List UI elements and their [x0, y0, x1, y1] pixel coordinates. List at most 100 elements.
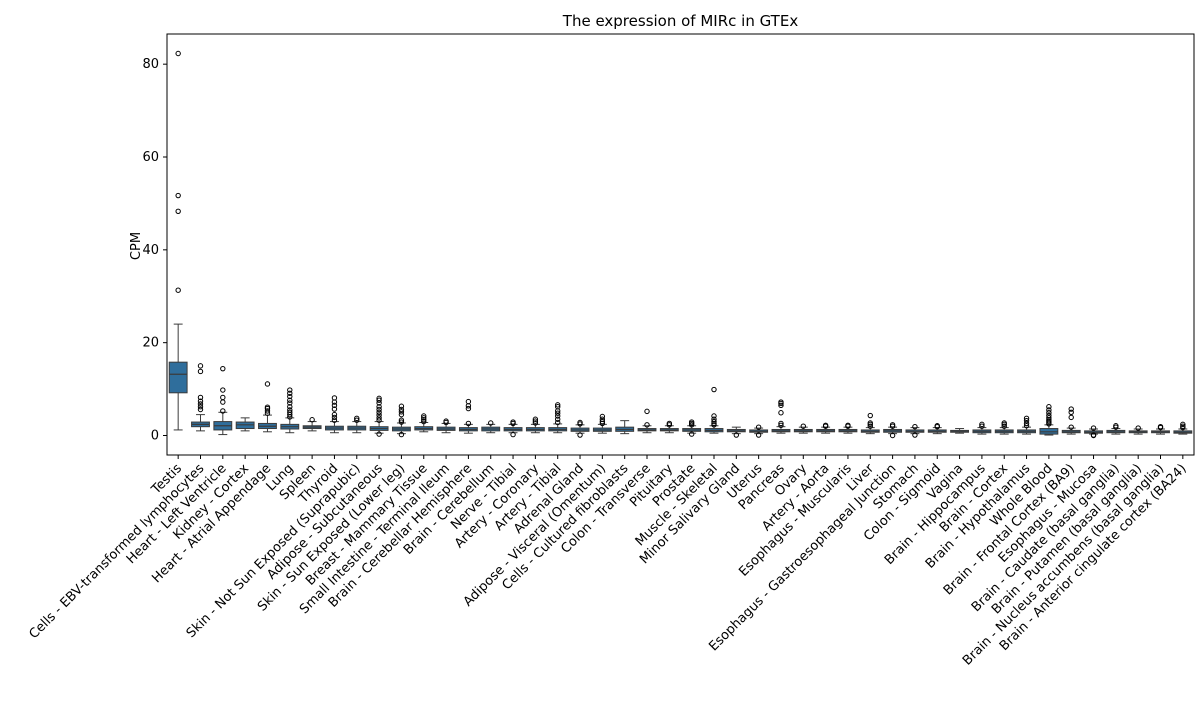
outlier-point [220, 394, 226, 401]
outlier-point [220, 387, 226, 393]
outlier-point [889, 422, 896, 428]
outlier-point [197, 406, 204, 413]
outlier-point [1135, 425, 1141, 431]
outlier-point [800, 423, 806, 429]
outlier-point [912, 432, 918, 438]
outlier-point [175, 50, 181, 57]
outlier-point [1023, 417, 1030, 424]
outlier-point [331, 417, 338, 423]
outlier-point [644, 408, 650, 415]
outlier-point [175, 287, 181, 293]
outlier-point [264, 404, 271, 410]
outlier-point [599, 416, 606, 422]
outlier-point [555, 413, 561, 419]
outlier-point [755, 432, 762, 438]
outlier-point [331, 411, 338, 418]
outlier-point [287, 397, 293, 403]
outlier-point [555, 402, 561, 408]
outlier-point [398, 431, 405, 438]
outlier-point [889, 432, 896, 439]
outlier-point [220, 365, 226, 372]
outlier-point [197, 363, 204, 369]
outlier-point [376, 409, 382, 415]
outlier-point [264, 381, 271, 387]
outlier-point [175, 208, 181, 215]
outlier-point [421, 418, 427, 425]
outlier-point [331, 402, 338, 409]
outlier-point [510, 431, 516, 438]
outlier-point [599, 413, 606, 420]
outlier-point [264, 408, 271, 414]
outlier-point [1068, 414, 1074, 421]
outlier-point [331, 414, 338, 421]
outlier-point [778, 410, 784, 416]
outlier-point [220, 408, 226, 414]
outlier-point [867, 412, 873, 419]
outlier-point [1068, 406, 1074, 412]
outlier-point [331, 395, 338, 401]
outlier-point [1001, 423, 1007, 429]
outlier-point [1023, 420, 1030, 427]
outlier-point [1023, 415, 1030, 422]
outlier-point [979, 423, 985, 429]
outlier-point [532, 420, 539, 426]
y-tick-label: 60 [142, 150, 159, 165]
outlier-point [555, 416, 561, 422]
outlier-point [577, 419, 583, 426]
outlier-point [398, 417, 405, 423]
outlier-point [287, 390, 293, 396]
outlier-point [488, 420, 494, 426]
outlier-point [778, 399, 784, 405]
outlier-point [287, 400, 293, 406]
outlier-point [376, 412, 382, 418]
outlier-point [778, 402, 784, 409]
outlier-point [398, 409, 405, 415]
outlier-point [555, 419, 561, 426]
outlier-point [711, 418, 717, 425]
outlier-point [1001, 420, 1007, 426]
outlier-point [309, 417, 315, 423]
box-iqr [168, 361, 188, 394]
outlier-point [1068, 424, 1074, 430]
outlier-point [421, 415, 427, 421]
outlier-point [376, 406, 382, 413]
outlier-point [376, 431, 382, 437]
outlier-point [465, 420, 472, 427]
outlier-point [376, 397, 382, 403]
outlier-point [532, 418, 539, 424]
outlier-point [979, 421, 985, 428]
outlier-point [421, 413, 427, 419]
y-tick-label: 0 [151, 429, 159, 444]
outlier-point [354, 417, 360, 423]
outlier-point [510, 419, 516, 425]
outlier-point [197, 404, 204, 410]
outlier-point [465, 398, 472, 405]
outlier-point [376, 395, 382, 402]
outlier-point [688, 419, 695, 425]
outlier-point [599, 418, 606, 425]
outlier-point [1046, 404, 1052, 410]
plot-frame [166, 33, 1195, 456]
y-axis-label: CPM [129, 232, 144, 260]
outlier-point [1046, 412, 1052, 419]
outlier-point [287, 387, 293, 393]
outlier-point [822, 422, 829, 428]
outlier-point [354, 415, 360, 422]
outlier-point [845, 422, 851, 428]
outlier-point [398, 403, 405, 409]
outlier-point [755, 424, 762, 430]
outlier-point [1180, 423, 1186, 429]
outlier-point [577, 432, 583, 438]
outlier-point [1113, 423, 1119, 429]
outlier-point [778, 420, 784, 427]
outlier-point [287, 404, 293, 410]
y-tick-label: 20 [142, 336, 159, 351]
outlier-point [197, 401, 204, 407]
outlier-point [197, 368, 204, 375]
outlier-point [1090, 425, 1097, 431]
outlier-point [711, 413, 717, 419]
outlier-point [1157, 423, 1164, 430]
